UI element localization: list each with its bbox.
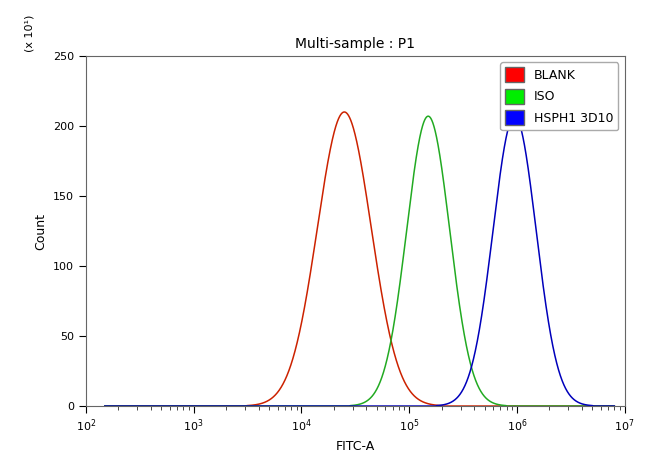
Text: (x 10¹): (x 10¹) [24, 15, 34, 52]
Y-axis label: Count: Count [34, 212, 47, 249]
Title: Multi-sample : P1: Multi-sample : P1 [295, 37, 415, 51]
X-axis label: FITC-A: FITC-A [335, 440, 375, 453]
Legend: BLANK, ISO, HSPH1 3D10: BLANK, ISO, HSPH1 3D10 [500, 62, 619, 131]
